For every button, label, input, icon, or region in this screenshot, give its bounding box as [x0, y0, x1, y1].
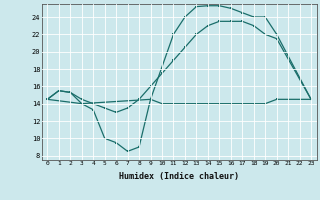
X-axis label: Humidex (Indice chaleur): Humidex (Indice chaleur) [119, 172, 239, 181]
